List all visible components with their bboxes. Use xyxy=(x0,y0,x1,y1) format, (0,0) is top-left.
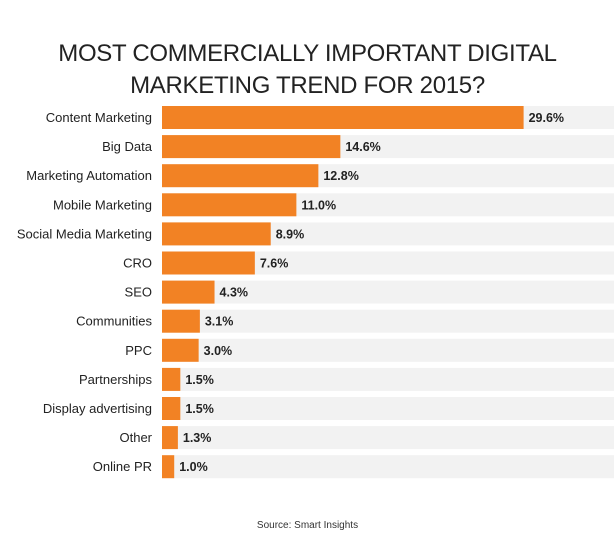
value-label-communities: 3.1% xyxy=(205,315,234,329)
category-label-cro: CRO xyxy=(123,256,152,271)
bar-cro xyxy=(162,251,255,275)
value-label-display-advertising: 1.5% xyxy=(185,402,214,416)
bar-track-display-advertising xyxy=(162,397,614,420)
bar-seo xyxy=(162,280,215,304)
bar-partnerships xyxy=(162,367,181,391)
value-label-seo: 4.3% xyxy=(220,286,249,300)
chart-title: MOST COMMERCIALLY IMPORTANT DIGITAL MARK… xyxy=(0,38,615,102)
category-label-partnerships: Partnerships xyxy=(79,372,152,387)
value-label-cro: 7.6% xyxy=(260,257,289,271)
bar-big-data xyxy=(162,135,341,159)
bar-track-cro xyxy=(162,251,614,275)
category-label-mobile-marketing: Mobile Marketing xyxy=(53,197,152,212)
bar-communities xyxy=(162,309,200,333)
source-note: Source: Smart Insights xyxy=(256,520,359,531)
bar-display-advertising xyxy=(162,397,181,420)
chart-title-line-1: MOST COMMERCIALLY IMPORTANT DIGITAL xyxy=(58,40,557,68)
value-label-marketing-automation: 12.8% xyxy=(323,169,358,183)
category-label-social-media-marketing: Social Media Marketing xyxy=(17,226,152,241)
value-label-social-media-marketing: 8.9% xyxy=(276,227,305,241)
category-label-marketing-automation: Marketing Automation xyxy=(26,168,152,183)
value-label-online-pr: 1.0% xyxy=(179,460,208,474)
bar-track-communities xyxy=(162,309,614,333)
value-label-partnerships: 1.5% xyxy=(185,373,214,387)
category-label-other: Other xyxy=(119,430,152,445)
bar-content-marketing xyxy=(162,106,524,129)
category-label-big-data: Big Data xyxy=(102,139,153,154)
value-label-content-marketing: 29.6% xyxy=(529,111,564,125)
category-label-display-advertising: Display advertising xyxy=(43,401,152,416)
bar-mobile-marketing xyxy=(162,193,297,217)
category-label-seo: SEO xyxy=(125,285,152,300)
value-label-mobile-marketing: 11.0% xyxy=(301,198,336,212)
value-label-ppc: 3.0% xyxy=(204,344,233,358)
category-label-ppc: PPC xyxy=(125,343,152,358)
bar-other xyxy=(162,426,178,450)
bar-track-online-pr xyxy=(162,455,614,479)
bar-online-pr xyxy=(162,455,175,479)
value-label-big-data: 14.6% xyxy=(345,140,380,154)
bar-track-seo xyxy=(162,280,614,304)
category-label-online-pr: Online PR xyxy=(93,459,152,474)
bar-social-media-marketing xyxy=(162,222,271,246)
category-label-communities: Communities xyxy=(76,314,152,329)
bar-track-social-media-marketing xyxy=(162,222,614,246)
category-label-content-marketing: Content Marketing xyxy=(46,110,152,125)
bar-track-ppc xyxy=(162,338,614,362)
value-label-other: 1.3% xyxy=(183,431,212,445)
bar-marketing-automation xyxy=(162,164,319,188)
bar-ppc xyxy=(162,338,199,362)
bar-track-partnerships xyxy=(162,367,614,391)
chart-title-line-2: MARKETING TREND FOR 2015? xyxy=(130,72,485,100)
bar-track-other xyxy=(162,426,614,450)
